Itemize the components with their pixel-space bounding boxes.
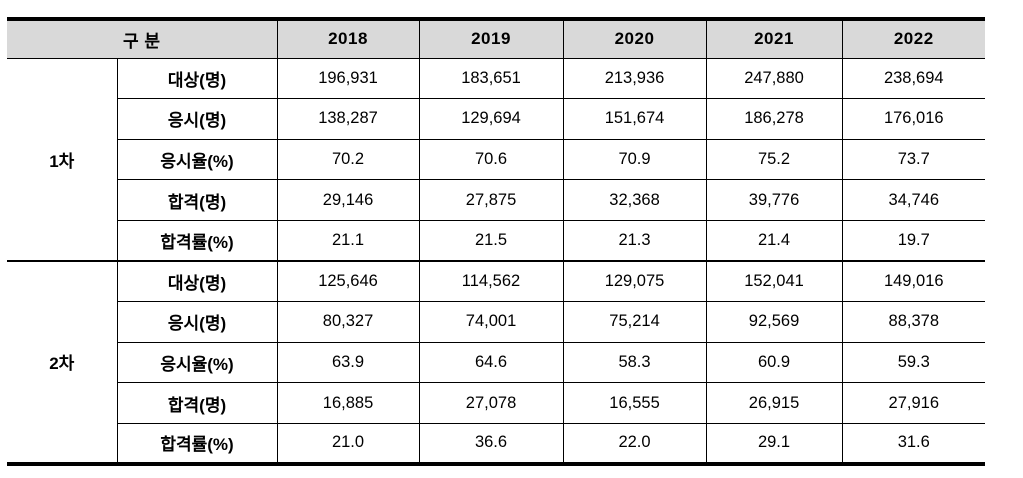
cell-value: 36.6 bbox=[418, 422, 564, 465]
cell-value: 64.6 bbox=[418, 341, 564, 384]
cell-value: 183,651 bbox=[418, 57, 564, 100]
cell-value: 196,931 bbox=[276, 57, 420, 100]
row-label: 합격률(%) bbox=[116, 219, 278, 262]
table-row: 합격(명) 16,885 27,078 16,555 26,915 27,916 bbox=[7, 382, 986, 424]
cell-value: 58.3 bbox=[562, 341, 707, 384]
cell-value: 125,646 bbox=[276, 259, 420, 303]
table-row: 2차 대상(명) 125,646 114,562 129,075 152,041… bbox=[7, 259, 986, 465]
cell-value: 238,694 bbox=[841, 57, 986, 100]
cell-value: 129,694 bbox=[418, 98, 564, 140]
cell-value: 16,555 bbox=[562, 382, 707, 424]
table-row: 응시율(%) 70.2 70.6 70.9 75.2 73.7 bbox=[7, 138, 986, 181]
row-label: 대상(명) bbox=[116, 259, 278, 303]
cell-value: 34,746 bbox=[841, 179, 986, 221]
row-label: 합격(명) bbox=[116, 382, 278, 424]
cell-value: 63.9 bbox=[276, 341, 420, 384]
cell-value: 70.9 bbox=[562, 138, 707, 181]
row-label: 합격(명) bbox=[116, 179, 278, 221]
group-label-round1: 1차 bbox=[7, 57, 118, 262]
cell-value: 75,214 bbox=[562, 301, 707, 343]
table-row: 합격률(%) 21.1 21.5 21.3 21.4 19.7 bbox=[7, 219, 986, 262]
cell-value: 88,378 bbox=[841, 301, 986, 343]
header-year-2022: 2022 bbox=[841, 18, 986, 59]
cell-value: 59.3 bbox=[841, 341, 986, 384]
header-group-label: 구 분 bbox=[7, 18, 278, 59]
cell-value: 70.6 bbox=[418, 138, 564, 181]
cell-value: 27,078 bbox=[418, 382, 564, 424]
cell-value: 75.2 bbox=[705, 138, 843, 181]
cell-value: 186,278 bbox=[705, 98, 843, 140]
cell-value: 74,001 bbox=[418, 301, 564, 343]
cell-value: 213,936 bbox=[562, 57, 707, 100]
row-label: 합격률(%) bbox=[116, 422, 278, 465]
cell-value: 22.0 bbox=[562, 422, 707, 465]
header-row: 구 분 2018 2019 2020 2021 2022 bbox=[7, 18, 986, 59]
row-label: 응시(명) bbox=[116, 98, 278, 140]
table-row: 응시율(%) 63.9 64.6 58.3 60.9 59.3 bbox=[7, 341, 986, 384]
header-year-2018: 2018 bbox=[276, 18, 420, 59]
cell-value: 70.2 bbox=[276, 138, 420, 181]
table-row: 응시(명) 138,287 129,694 151,674 186,278 17… bbox=[7, 98, 986, 140]
table-row: 합격(명) 29,146 27,875 32,368 39,776 34,746 bbox=[7, 179, 986, 221]
group-label-round2: 2차 bbox=[7, 259, 118, 465]
cell-value: 39,776 bbox=[705, 179, 843, 221]
row-label: 응시(명) bbox=[116, 301, 278, 343]
table-row: 합격률(%) 21.0 36.6 22.0 29.1 31.6 bbox=[7, 422, 986, 465]
cell-value: 138,287 bbox=[276, 98, 420, 140]
table-row: 응시(명) 80,327 74,001 75,214 92,569 88,378 bbox=[7, 301, 986, 343]
cell-value: 21.4 bbox=[705, 219, 843, 262]
cell-value: 29,146 bbox=[276, 179, 420, 221]
header-year-2021: 2021 bbox=[705, 18, 843, 59]
cell-value: 16,885 bbox=[276, 382, 420, 424]
cell-value: 21.0 bbox=[276, 422, 420, 465]
cell-value: 21.3 bbox=[562, 219, 707, 262]
cell-value: 129,075 bbox=[562, 259, 707, 303]
row-label: 응시율(%) bbox=[116, 138, 278, 181]
cell-value: 21.5 bbox=[418, 219, 564, 262]
cell-value: 32,368 bbox=[562, 179, 707, 221]
cell-value: 152,041 bbox=[705, 259, 843, 303]
cell-value: 73.7 bbox=[841, 138, 986, 181]
cell-value: 21.1 bbox=[276, 219, 420, 262]
cell-value: 151,674 bbox=[562, 98, 707, 140]
header-year-2019: 2019 bbox=[418, 18, 564, 59]
cell-value: 114,562 bbox=[418, 259, 564, 303]
row-label: 응시율(%) bbox=[116, 341, 278, 384]
cell-value: 26,915 bbox=[705, 382, 843, 424]
cell-value: 176,016 bbox=[841, 98, 986, 140]
cell-value: 60.9 bbox=[705, 341, 843, 384]
table-row: 1차 대상(명) 196,931 183,651 213,936 247,880… bbox=[7, 57, 986, 262]
header-year-2020: 2020 bbox=[562, 18, 707, 59]
cell-value: 31.6 bbox=[841, 422, 986, 465]
cell-value: 19.7 bbox=[841, 219, 986, 262]
row-label: 대상(명) bbox=[116, 57, 278, 100]
cell-value: 149,016 bbox=[841, 259, 986, 303]
cell-value: 247,880 bbox=[705, 57, 843, 100]
cell-value: 27,875 bbox=[418, 179, 564, 221]
exam-statistics-table: 구 분 2018 2019 2020 2021 2022 1차 대상(명) 19… bbox=[7, 17, 986, 466]
cell-value: 27,916 bbox=[841, 382, 986, 424]
cell-value: 92,569 bbox=[705, 301, 843, 343]
cell-value: 29.1 bbox=[705, 422, 843, 465]
cell-value: 80,327 bbox=[276, 301, 420, 343]
